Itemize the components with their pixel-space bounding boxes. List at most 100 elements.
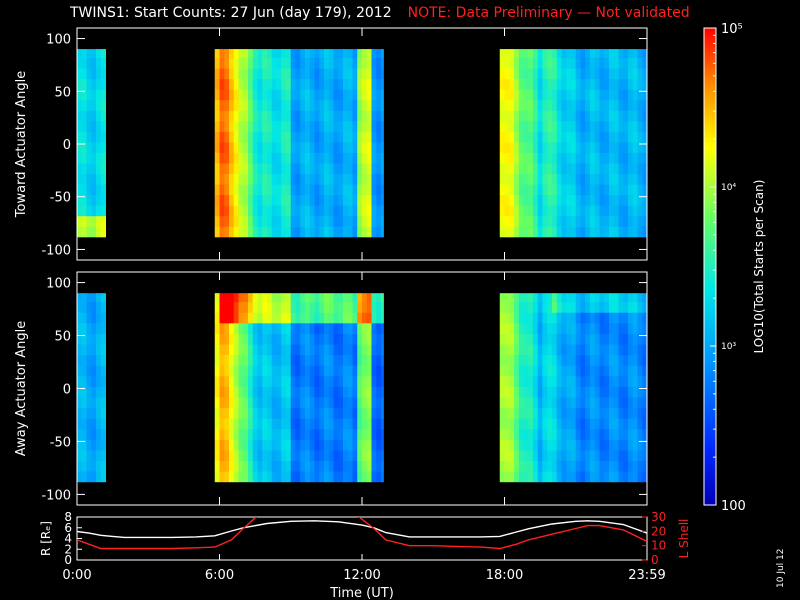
away-panel-cell (561, 375, 567, 387)
away-panel-cell (362, 396, 368, 409)
toward-panel-cell (224, 68, 230, 80)
away-panel-cell (248, 354, 254, 366)
away-panel-cell (91, 428, 97, 440)
away-panel-cell (271, 333, 277, 345)
away-panel-cell (214, 293, 220, 303)
toward-panel-cell (319, 215, 325, 227)
away-panel-cell (632, 333, 638, 345)
away-panel-cell (314, 396, 320, 409)
away-panel-cell (224, 449, 230, 462)
away-panel-cell (91, 407, 97, 419)
toward-panel-cell (628, 57, 634, 69)
toward-panel-cell (352, 152, 358, 164)
away-panel-cell (623, 439, 629, 451)
toward-panel-cell (357, 205, 363, 217)
toward-panel-cell (566, 226, 572, 238)
toward-panel-cell (580, 184, 586, 196)
away-panel-cell (366, 354, 372, 366)
toward-panel-cell (238, 141, 244, 153)
away-panel-cell (504, 301, 510, 313)
away-panel-cell (609, 386, 615, 398)
away-panel-cell (523, 418, 529, 430)
away-panel-cell (295, 365, 301, 377)
toward-panel-cell (376, 152, 382, 164)
away-panel-cell (366, 407, 372, 419)
toward-panel-cell (533, 184, 539, 196)
orbit-right-tick-label: 0 (651, 553, 659, 567)
toward-panel-cell (623, 215, 629, 227)
away-panel-cell (286, 460, 292, 472)
away-panel-cell (328, 439, 334, 451)
away-panel-cell (295, 428, 301, 440)
toward-panel-cell (371, 120, 377, 132)
away-panel-cell (271, 344, 277, 356)
toward-panel-cell (371, 49, 377, 59)
away-panel-cell (347, 439, 353, 451)
toward-panel-cell (561, 131, 567, 143)
toward-panel-cell (267, 162, 273, 175)
toward-panel-cell (100, 162, 106, 175)
away-panel-cell (556, 396, 562, 409)
toward-panel-cell (609, 120, 615, 132)
away-panel-cell (328, 386, 334, 398)
toward-panel-cell (305, 110, 311, 122)
away-panel-cell (514, 293, 520, 303)
away-panel-cell (91, 333, 97, 345)
toward-panel-cell (77, 110, 83, 122)
toward-panel-cell (352, 173, 358, 185)
away-panel-cell (305, 333, 311, 345)
toward-panel-cell (290, 49, 296, 59)
away-panel-cell (518, 460, 524, 472)
away-panel-cell (599, 428, 605, 440)
away-panel-cell (523, 344, 529, 356)
away-panel-cell (352, 439, 358, 451)
toward-panel-cell (528, 215, 534, 227)
away-panel-cell (91, 460, 97, 472)
toward-panel-cell (594, 110, 600, 122)
away-panel-cell (556, 344, 562, 356)
toward-panel-cell (100, 120, 106, 132)
toward-panel-cell (338, 226, 344, 238)
toward-panel-cell (214, 110, 220, 122)
away-panel-cell (642, 428, 648, 440)
toward-panel-cell (91, 57, 97, 69)
away-panel-cell (295, 418, 301, 430)
away-panel-cell (86, 407, 92, 419)
toward-panel-cell (262, 152, 268, 164)
toward-panel-cell (371, 152, 377, 164)
toward-panel-cell (290, 99, 296, 111)
away-panel-cell (566, 386, 572, 398)
away-panel-cell (362, 322, 368, 334)
toward-panel-cell (371, 131, 377, 143)
away-panel-cell (91, 301, 97, 313)
toward-panel-cell (333, 173, 339, 185)
away-panel-cell (381, 460, 384, 472)
toward-panel-cell (613, 89, 619, 101)
away-panel-cell (91, 375, 97, 387)
toward-panel-cell (509, 78, 515, 90)
toward-panel-cell (257, 68, 263, 80)
away-panel-cell (86, 322, 92, 334)
away-panel-cell (528, 386, 534, 398)
toward-panel-cell (613, 205, 619, 217)
away-panel-cell (504, 460, 510, 472)
away-panel-cell (257, 312, 263, 324)
away-panel-cell (547, 471, 553, 483)
away-panel-cell (604, 449, 610, 462)
away-panel-cell (347, 418, 353, 430)
away-panel-cell (219, 471, 225, 483)
toward-panel-cell (300, 68, 306, 80)
toward-panel-cell (366, 226, 372, 238)
toward-panel-cell (324, 99, 330, 111)
away-panel-cell (262, 293, 268, 303)
toward-panel-cell (319, 205, 325, 217)
toward-panel-cell (233, 89, 239, 101)
away-panel-cell (556, 386, 562, 398)
toward-panel-cell (376, 120, 382, 132)
toward-panel-cell (575, 49, 581, 59)
toward-panel-cell (333, 131, 339, 143)
away-panel-cell (542, 396, 548, 409)
toward-panel-cell (300, 194, 306, 206)
away-panel-cell (252, 449, 258, 462)
away-panel-cell (96, 322, 102, 334)
